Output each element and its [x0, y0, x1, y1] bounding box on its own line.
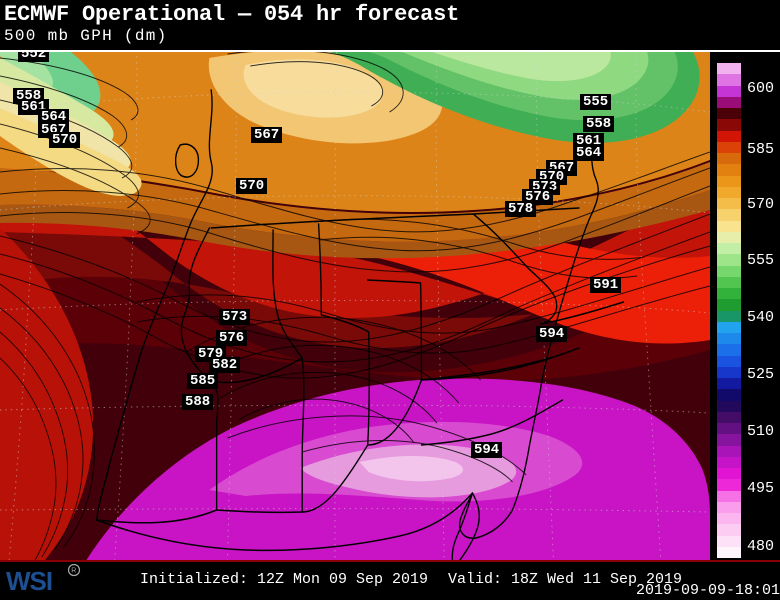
svg-text:WSI: WSI: [6, 566, 52, 596]
svg-text:R: R: [71, 568, 76, 575]
